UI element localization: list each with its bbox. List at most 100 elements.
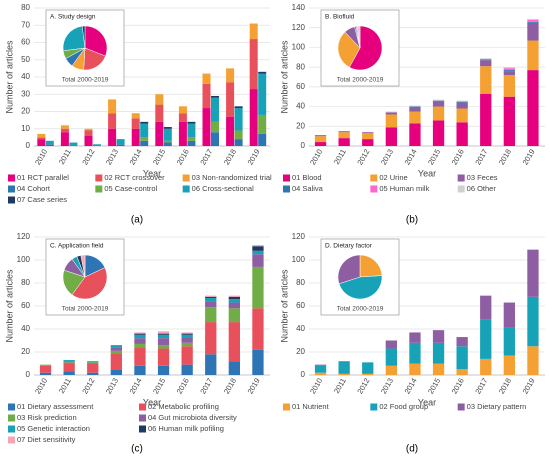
pie-slice — [71, 267, 108, 300]
bar-segment — [503, 67, 515, 69]
x-tick-label: 2011 — [332, 147, 348, 165]
bar-segment — [252, 266, 264, 309]
bar-segment — [258, 73, 267, 115]
pie-slice — [81, 25, 86, 49]
x-tick-label: 2018 — [497, 376, 513, 395]
y-tick-label: 120 — [292, 23, 306, 32]
y-tick-label: 100 — [17, 255, 31, 264]
bar-segment — [249, 89, 258, 146]
bar-segment — [503, 355, 515, 375]
bar-segment — [234, 130, 243, 140]
bar-segment — [432, 106, 445, 121]
inset-title: B. Biofluid — [325, 14, 355, 21]
bar-segment — [157, 345, 170, 349]
y-tick-label: 10 — [21, 124, 30, 133]
bar-segment — [480, 319, 492, 359]
bar-segment — [211, 121, 219, 133]
bar-segment — [178, 121, 187, 146]
bar-segment — [252, 254, 264, 267]
bar-segment — [134, 338, 146, 344]
bar-segment — [60, 125, 69, 129]
bar-segment — [338, 132, 350, 139]
legend-swatch — [370, 403, 378, 411]
bar-segment — [527, 346, 539, 375]
bar-segment — [140, 121, 149, 124]
x-tick-label: 2010 — [33, 376, 49, 395]
bar-segment — [409, 111, 421, 124]
bar-segment — [163, 127, 172, 129]
bar-segment — [87, 362, 99, 364]
bar-segment — [314, 364, 327, 366]
bar-segment — [140, 137, 149, 141]
bar-segment — [234, 139, 243, 146]
bar-segment — [338, 138, 350, 146]
legend-label: 06 Human milk pofiling — [148, 424, 224, 433]
panel-label: (a) — [131, 215, 143, 226]
legend-label: 01 Nutrient — [292, 402, 330, 411]
bar-segment — [432, 363, 445, 375]
y-tick-label: 80 — [296, 62, 305, 71]
bar-segment — [157, 331, 170, 334]
bar-segment — [228, 361, 240, 375]
bar-segment — [362, 133, 374, 140]
x-tick-label: 2015 — [426, 376, 442, 395]
inset-title: A. Study design — [50, 14, 96, 21]
bar-segment — [187, 121, 196, 124]
bar-segment — [157, 333, 170, 335]
bar-segment — [527, 21, 539, 23]
legend-swatch — [8, 425, 15, 433]
bar-segment — [503, 96, 515, 146]
legend-swatch — [283, 174, 290, 182]
bar-segment — [110, 353, 122, 370]
legend-swatch — [139, 403, 146, 411]
bar-segment — [249, 23, 258, 40]
bar-segment — [211, 97, 219, 122]
x-tick-label: 2016 — [175, 147, 191, 166]
bar-segment — [155, 104, 164, 122]
panel: 0 20 40 60 80 100 120 140 Number of articles Year… — [279, 3, 545, 226]
y-tick-label: 100 — [292, 43, 306, 52]
x-tick-label: 2015 — [426, 147, 442, 166]
bar-segment — [432, 99, 445, 101]
bar-segment — [480, 60, 492, 67]
bar-segment — [252, 245, 264, 247]
bar-segment — [202, 73, 211, 84]
bar-segment — [456, 108, 468, 123]
bar-segment — [249, 39, 258, 90]
y-tick-label: 40 — [296, 102, 305, 111]
x-tick-label: 2014 — [128, 147, 144, 166]
y-tick-label: 0 — [26, 370, 31, 379]
bar-segment — [527, 18, 539, 20]
bar-segment — [110, 345, 122, 348]
bar-segment — [39, 372, 52, 375]
y-tick-label: 40 — [21, 72, 30, 81]
bar-segment — [409, 342, 421, 364]
bar-segment — [108, 128, 117, 146]
x-axis-label: Year — [418, 397, 436, 407]
bar-segment — [480, 59, 492, 61]
y-tick-label: 60 — [21, 38, 30, 47]
bar-segment — [503, 68, 515, 71]
bar-segment — [456, 101, 468, 103]
legend-label: 04 Cohort — [17, 184, 51, 193]
x-tick-label: 2017 — [198, 147, 214, 166]
bar-segment — [181, 342, 193, 347]
x-tick-label: 2012 — [355, 376, 371, 395]
bar-segment — [527, 70, 539, 146]
bar-segment — [503, 302, 515, 328]
legend-swatch — [8, 436, 15, 444]
x-tick-label: 2017 — [198, 376, 214, 395]
bar-segment — [362, 373, 374, 375]
bar-segment — [314, 365, 327, 373]
y-tick-label: 60 — [21, 301, 30, 310]
x-tick-label: 2016 — [450, 147, 466, 166]
legend-label: 03 Risk prediction — [17, 413, 77, 422]
bar-segment — [178, 113, 187, 122]
inset-title: D. Dietary factor — [325, 243, 373, 250]
bar-segment — [527, 19, 539, 22]
pie-slice — [337, 254, 361, 285]
panel-label: (c) — [131, 444, 143, 455]
bar-segment — [258, 133, 267, 146]
bar-segment — [338, 131, 350, 133]
x-tick-label: 2019 — [246, 376, 262, 395]
